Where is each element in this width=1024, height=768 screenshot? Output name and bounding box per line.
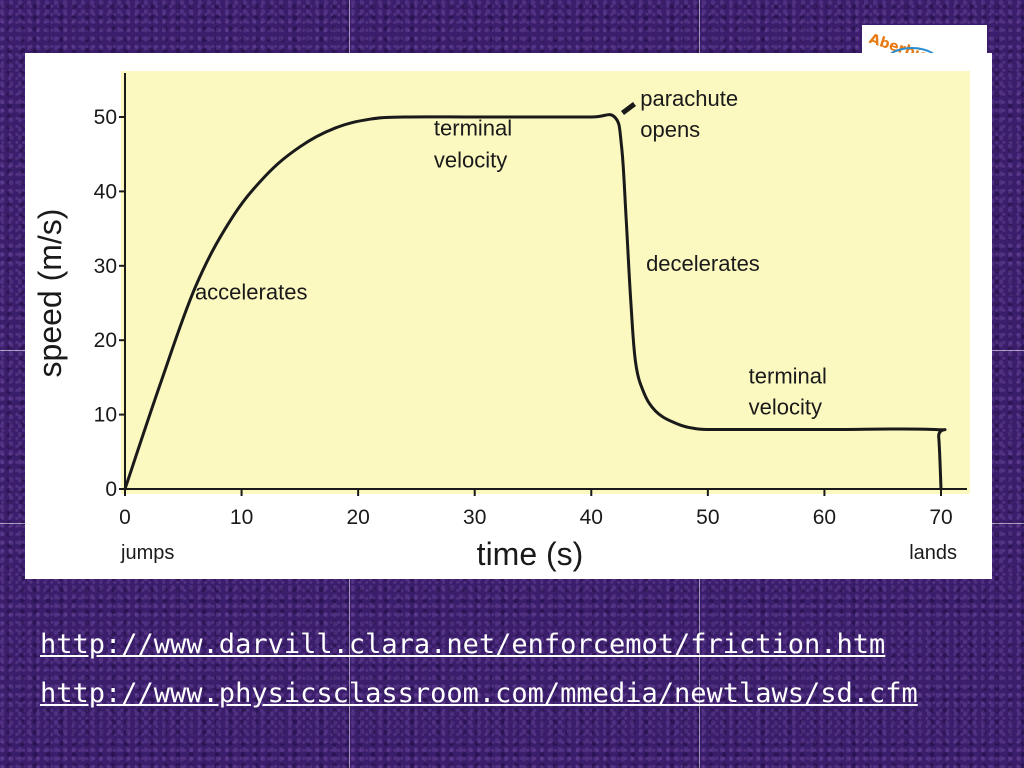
ticks: 0 10 20 30 40 50 0 10 20 30 40 50 60 70 jumps lands xyxy=(94,106,957,564)
x-tick-label: 50 xyxy=(696,506,719,529)
link-darvill[interactable]: http://www.darvill.clara.net/enforcemot/… xyxy=(40,629,886,660)
chart-annotation: opens xyxy=(640,117,700,142)
x-tick-label: 60 xyxy=(813,506,836,529)
x-tick-sublabel: jumps xyxy=(120,542,174,564)
axis-labels: time (s) speed (m/s) xyxy=(32,209,583,572)
x-tick-label: 30 xyxy=(463,506,486,529)
y-axis-title: speed (m/s) xyxy=(32,209,68,378)
chart-annotation: parachute xyxy=(640,86,738,111)
axes xyxy=(124,73,967,490)
link-physicsclassroom[interactable]: http://www.physicsclassroom.com/mmedia/n… xyxy=(40,678,918,709)
x-tick-label: 0 xyxy=(119,506,131,529)
series xyxy=(123,113,947,490)
chart-annotation: terminal xyxy=(749,363,827,388)
chart-annotation: velocity xyxy=(434,148,507,173)
chart-annotation: velocity xyxy=(749,395,822,420)
speed-time-chart: 0 10 20 30 40 50 0 10 20 30 40 50 60 70 jumps lands acc… xyxy=(32,71,970,572)
x-tick-label: 10 xyxy=(230,506,253,529)
chart-annotation: terminal xyxy=(434,116,512,141)
y-tick-label: 30 xyxy=(94,255,117,278)
y-tick-label: 50 xyxy=(94,106,117,129)
x-tick-label: 70 xyxy=(929,506,952,529)
arrow-icon xyxy=(621,102,636,115)
chart-frame: 0 10 20 30 40 50 0 10 20 30 40 50 60 70 jumps lands acc… xyxy=(25,53,992,579)
y-tick-label: 20 xyxy=(94,329,117,352)
x-tick-label: 20 xyxy=(346,506,369,529)
y-tick-label: 0 xyxy=(105,478,117,501)
x-axis-title: time (s) xyxy=(477,536,584,572)
reference-links: http://www.darvill.clara.net/enforcemot/… xyxy=(40,620,918,718)
x-tick-label: 40 xyxy=(580,506,603,529)
x-tick-sublabel: lands xyxy=(909,542,957,564)
chart-annotation: decelerates xyxy=(646,251,760,276)
y-tick-label: 10 xyxy=(94,404,117,427)
speed-curve xyxy=(123,113,947,490)
chart-annotation: accelerates xyxy=(195,279,308,304)
plot-area xyxy=(121,71,970,494)
annotations: accelerates terminal velocity parachute open… xyxy=(195,86,827,420)
y-tick-label: 40 xyxy=(94,180,117,203)
